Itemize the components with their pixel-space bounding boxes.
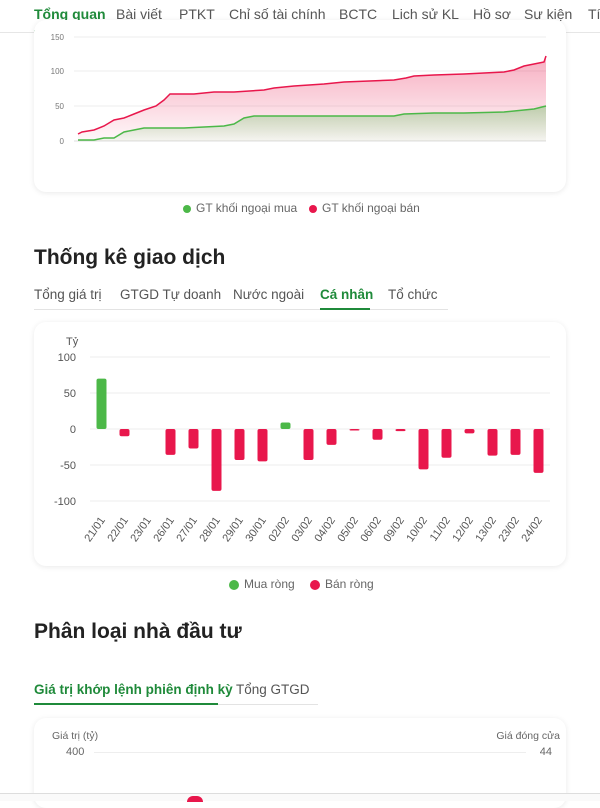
red-dot-icon	[310, 579, 320, 590]
tab-financial-ratios[interactable]: Chỉ số tài chính	[229, 6, 326, 22]
bar-22/01[interactable]	[119, 429, 130, 437]
x-tick-label: 03/02	[289, 515, 315, 544]
top-tab-bar: Tổng quan Bài viết PTKT Chỉ số tài chính…	[0, 0, 600, 33]
bar-10/02[interactable]	[418, 429, 429, 470]
x-tick-label: 06/02	[358, 515, 384, 544]
y-tick: 50	[55, 102, 64, 111]
subtab-divider	[34, 309, 448, 310]
right-axis-label: Giá đóng cửa	[496, 730, 560, 742]
bar-24/02[interactable]	[533, 429, 544, 473]
legend-label: Bán ròng	[325, 577, 374, 591]
bar-30/01[interactable]	[257, 429, 268, 462]
tab-financial-statements[interactable]: BCTC	[339, 6, 378, 22]
x-tick-label: 12/02	[450, 515, 476, 544]
foreign-legend-sell[interactable]: GT khối ngoại bán	[309, 201, 420, 215]
y-tick-label: -50	[60, 460, 76, 472]
y-tick-label: 50	[64, 388, 76, 400]
bar-06/02[interactable]	[372, 429, 383, 440]
legend-label: GT khối ngoại mua	[196, 201, 298, 215]
y-tick-label: -100	[54, 496, 76, 508]
sell-line	[77, 55, 547, 135]
left-axis-top-value: 400	[66, 746, 85, 758]
right-axis-top-value: 44	[539, 746, 552, 758]
x-tick-label: 21/01	[82, 515, 108, 544]
x-tick-label: 09/02	[381, 515, 407, 544]
x-tick-label: 26/01	[151, 515, 177, 544]
bar-09/02[interactable]	[395, 429, 406, 432]
subtab-foreign[interactable]: Nước ngoài	[233, 287, 305, 302]
bar-13/02[interactable]	[487, 429, 498, 456]
tab-overview[interactable]: Tổng quan	[34, 6, 106, 22]
notification-icon[interactable]	[187, 796, 203, 802]
x-tick-label: 28/01	[197, 515, 223, 544]
bar-05/02[interactable]	[349, 429, 360, 431]
y-tick: 100	[51, 67, 65, 76]
investor-section-title: Phân loại nhà đầu tư	[34, 620, 242, 643]
y-tick-label: 0	[70, 424, 76, 436]
gridline	[94, 752, 526, 753]
bar-29/01[interactable]	[234, 429, 245, 460]
bar-02/02[interactable]	[280, 422, 291, 429]
green-dot-icon	[183, 204, 191, 213]
y-tick: 150	[51, 33, 65, 42]
bar-27/01[interactable]	[188, 429, 199, 449]
tab-more-truncated[interactable]: Tí	[588, 6, 600, 22]
x-tick-label: 02/02	[266, 515, 292, 544]
stats-section-title: Thống kê giao dịch	[34, 246, 226, 269]
net-trading-bar-chart: Tỷ 100 50 0 -50 -100 21/0122/0123/0126/0127/…	[54, 336, 550, 544]
active-subtab-underline	[320, 308, 370, 310]
investor-subtabs: Giá trị khớp lệnh phiên định kỳ Tổng GTG…	[34, 682, 324, 706]
y-axis-label: Tỷ	[66, 336, 79, 348]
net-trading-card: Tỷ 100 50 0 -50 -100 21/01 22/01 23/01 26/01 27/…	[34, 322, 566, 566]
subtab-periodic-matched[interactable]: Giá trị khớp lệnh phiên định kỳ	[34, 682, 233, 697]
subtab-total-value[interactable]: Tổng GTGD	[236, 682, 310, 697]
y-tick: 0	[60, 137, 65, 146]
tab-technical-analysis[interactable]: PTKT	[179, 6, 215, 22]
x-tick-label: 23/02	[496, 515, 522, 544]
x-tick-label: 27/01	[174, 515, 200, 544]
bar-28/01[interactable]	[211, 429, 222, 491]
buy-line	[78, 105, 547, 141]
subtab-proprietary[interactable]: GTGD Tự doanh	[120, 287, 222, 302]
x-tick-label: 30/01	[243, 515, 269, 544]
green-dot-icon	[229, 579, 239, 590]
x-tick-label: 13/02	[473, 515, 499, 544]
foreign-trading-chart: 150 100 50 0	[51, 33, 547, 146]
x-tick-label: 05/02	[335, 515, 361, 544]
bar-23/02[interactable]	[510, 429, 521, 455]
red-dot-icon	[309, 204, 317, 213]
bottom-bar	[0, 793, 600, 802]
legend-label: GT khối ngoại bán	[322, 201, 420, 215]
bar-12/02[interactable]	[464, 429, 475, 434]
x-tick-label: 23/01	[128, 515, 154, 544]
net-legend-sell[interactable]: Bán ròng	[310, 577, 374, 591]
x-tick-label: 10/02	[404, 515, 430, 544]
foreign-trading-card: 150 100 50 0	[34, 20, 566, 192]
subtab-individual[interactable]: Cá nhân	[320, 287, 374, 302]
tab-articles[interactable]: Bài viết	[116, 6, 162, 22]
legend-label: Mua ròng	[244, 577, 295, 591]
bar-26/01[interactable]	[165, 429, 176, 455]
buy-area	[78, 106, 546, 141]
tab-trading-history[interactable]: Lịch sử KL	[392, 6, 459, 22]
net-legend-buy[interactable]: Mua ròng	[229, 577, 295, 591]
bar-03/02[interactable]	[303, 429, 314, 460]
x-tick-label: 29/01	[220, 515, 246, 544]
tab-profile[interactable]: Hồ sơ	[473, 6, 511, 22]
x-tick-label: 24/02	[519, 515, 545, 544]
left-axis-label: Giá trị (tỷ)	[52, 730, 99, 742]
stats-subtabs: Tổng giá trị GTGD Tự doanh Nước ngoài Cá…	[34, 287, 454, 310]
x-tick-label: 11/02	[428, 515, 453, 544]
x-tick-label: 04/02	[312, 515, 338, 544]
y-tick-label: 100	[58, 352, 76, 364]
bar-04/02[interactable]	[326, 429, 337, 445]
bar-11/02[interactable]	[441, 429, 452, 458]
active-subtab-underline	[34, 703, 218, 705]
x-tick-label: 22/01	[105, 515, 131, 544]
subtab-total-value[interactable]: Tổng giá trị	[34, 287, 102, 302]
bar-21/01[interactable]	[96, 378, 107, 429]
subtab-institution[interactable]: Tổ chức	[388, 287, 438, 302]
tab-events[interactable]: Sự kiện	[524, 6, 573, 22]
foreign-legend-buy[interactable]: GT khối ngoại mua	[183, 201, 297, 215]
